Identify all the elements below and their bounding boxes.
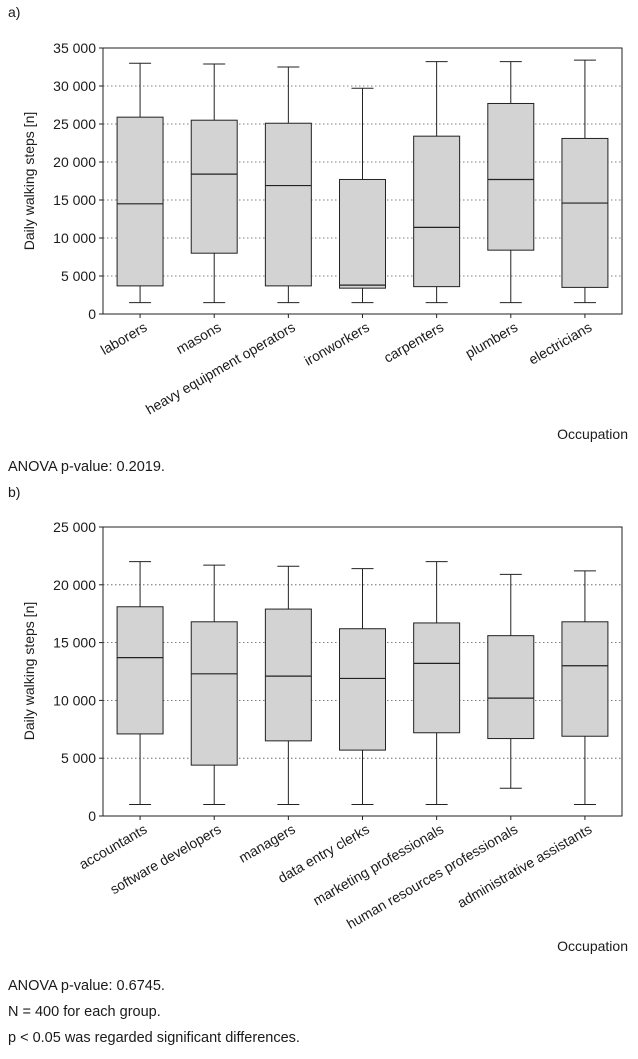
- iqr-box: [116, 116, 164, 287]
- y-tick-label: 25 000: [53, 116, 96, 132]
- box-6: [487, 573, 535, 789]
- box-3: [264, 66, 312, 304]
- y-tick-label: 20 000: [53, 577, 96, 593]
- box-3: [264, 565, 312, 805]
- y-axis-label: Daily walking steps [n]: [21, 112, 37, 251]
- y-tick-label: 5 000: [61, 750, 96, 766]
- anova-a-text: ANOVA p-value: 0.2019.: [8, 459, 165, 475]
- y-tick-label: 25 000: [53, 519, 96, 535]
- iqr-box: [264, 122, 312, 287]
- y-tick-label: 15 000: [53, 192, 96, 208]
- box-2: [190, 63, 238, 304]
- box-6: [487, 61, 535, 304]
- box-5: [413, 561, 461, 805]
- category-label: marketing professionals: [310, 821, 446, 909]
- x-axis-label: Occupation: [557, 938, 628, 954]
- boxplot-chart-a: 0 5 000 10 000 15 000 20 000 25 000 30 000 35 0…: [21, 40, 628, 442]
- iqr-box: [339, 628, 386, 751]
- category-label: ironworkers: [301, 319, 372, 369]
- panel-a-label: a): [8, 4, 21, 20]
- y-tick-label: 0: [88, 808, 96, 824]
- iqr-box: [487, 635, 535, 740]
- iqr-box: [190, 621, 238, 766]
- category-label: administrative assistants: [454, 821, 594, 911]
- category-label: laborers: [98, 319, 150, 358]
- box-2: [190, 564, 238, 805]
- x-axis-label: Occupation: [557, 426, 628, 442]
- y-tick-label: 30 000: [53, 78, 96, 94]
- y-tick-label: 10 000: [53, 230, 96, 246]
- y-tick-label: 35 000: [53, 40, 96, 56]
- box-4: [339, 87, 386, 304]
- category-label: electricians: [526, 319, 595, 368]
- significance-note: p < 0.05 was regarded significant differ…: [8, 1030, 300, 1046]
- box-7: [561, 570, 609, 805]
- y-tick-label: 15 000: [53, 635, 96, 651]
- box-5: [413, 61, 461, 304]
- y-tick-label: 5 000: [61, 268, 96, 284]
- box-4: [339, 568, 386, 805]
- iqr-box: [413, 622, 461, 734]
- y-tick-label: 10 000: [53, 692, 96, 708]
- y-tick-label: 20 000: [53, 154, 96, 170]
- box-7: [561, 59, 609, 304]
- iqr-box: [561, 137, 609, 288]
- box-1: [116, 62, 164, 304]
- iqr-box: [116, 606, 164, 735]
- box-1: [116, 561, 164, 805]
- panel-b-label: b): [8, 484, 21, 500]
- y-axis-label: Daily walking steps [n]: [21, 602, 37, 741]
- y-tick-label: 0: [88, 306, 96, 322]
- iqr-box: [413, 135, 461, 288]
- iqr-box: [487, 102, 535, 251]
- category-label: carpenters: [381, 319, 446, 366]
- iqr-box: [264, 608, 312, 742]
- sample-size-note: N = 400 for each group.: [8, 1004, 161, 1020]
- anova-b-text: ANOVA p-value: 0.6745.: [8, 978, 165, 994]
- iqr-box: [339, 178, 386, 289]
- category-label: masons: [173, 319, 223, 357]
- iqr-box: [561, 621, 609, 737]
- category-label: plumbers: [462, 319, 520, 362]
- iqr-box: [190, 119, 238, 254]
- category-label: managers: [236, 821, 298, 866]
